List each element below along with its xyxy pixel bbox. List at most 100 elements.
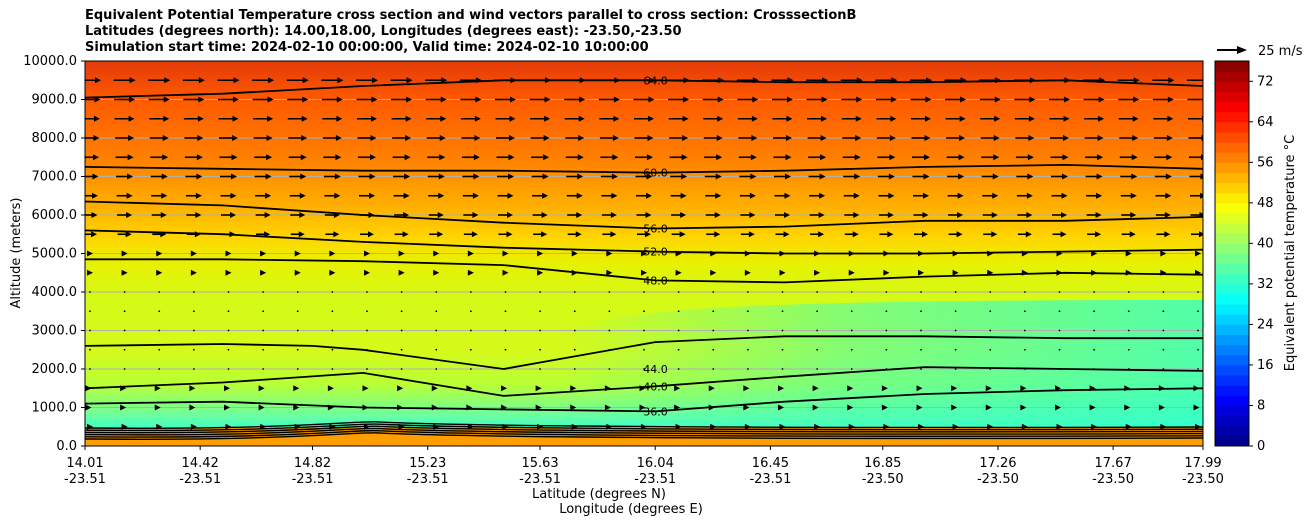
wind-vector (262, 348, 265, 351)
wind-vector (331, 368, 334, 370)
wind-vector (224, 385, 230, 392)
wind-vector (391, 115, 412, 122)
colorbar-segment (1215, 223, 1249, 234)
wind-vector (117, 212, 133, 218)
wind-vector (670, 192, 687, 199)
wind-vector (120, 404, 127, 411)
wind-vector (360, 231, 374, 238)
wind-vector (1154, 154, 1173, 161)
wind-vector (737, 115, 758, 122)
x-axis-label-latitude: Latitude (degrees N) (532, 487, 666, 502)
wind-vector (850, 368, 853, 370)
wind-vector (1154, 173, 1172, 180)
wind-vector (1017, 231, 1032, 238)
wind-vector (258, 385, 265, 392)
colorbar-segment (1215, 405, 1249, 417)
wind-vector (467, 269, 474, 276)
wind-vector (115, 135, 135, 141)
wind-vector (954, 291, 957, 293)
wind-vector (1058, 329, 1061, 332)
wind-vector (294, 250, 301, 257)
wind-vector (608, 368, 611, 370)
wind-vector (252, 96, 274, 103)
wind-vector (460, 96, 482, 103)
wind-vector (189, 385, 196, 392)
wind-vector (844, 231, 859, 238)
wind-vector (671, 212, 687, 218)
wind-vector (329, 250, 336, 257)
wind-vector (781, 348, 784, 351)
contour-line (85, 335, 1203, 370)
wind-vector (398, 250, 405, 257)
wind-vector (431, 385, 438, 392)
wind-vector (539, 291, 542, 293)
wind-vector (529, 96, 551, 103)
wind-vector (636, 212, 652, 218)
wind-vector (918, 423, 924, 430)
wind-vector (322, 115, 343, 122)
wind-vector (878, 212, 894, 218)
wind-vector (885, 291, 888, 293)
wind-vector (185, 192, 202, 199)
wind-vector (808, 154, 827, 161)
wind-vector (123, 329, 126, 332)
wind-vector (948, 231, 963, 238)
wind-vector (359, 192, 375, 199)
wind-vector (739, 192, 756, 199)
wind-vector (1162, 348, 1165, 351)
wind-vector (182, 77, 205, 84)
y-tick-label: 0.0 (56, 439, 77, 454)
wind-vector (89, 329, 91, 332)
wind-vector (394, 231, 409, 238)
wind-vector (400, 291, 403, 293)
wind-vector (1093, 291, 1096, 293)
wind-vector (641, 269, 647, 276)
wind-vector (643, 368, 645, 370)
wind-vector (920, 329, 922, 332)
colorbar-frame (1214, 60, 1250, 447)
wind-vector (186, 212, 202, 218)
wind-vector (158, 348, 161, 351)
wind-vector (1119, 154, 1138, 161)
wind-vector (287, 96, 309, 103)
wind-vector (1119, 135, 1139, 141)
wind-vector (425, 77, 448, 84)
wind-vector (258, 404, 265, 411)
wind-vector (427, 173, 445, 180)
wind-vector (877, 173, 895, 180)
wind-vector (253, 115, 274, 122)
wind-vector (192, 368, 195, 370)
wind-vector (671, 231, 686, 238)
wind-vector (643, 348, 645, 351)
wind-vector (1051, 173, 1068, 180)
wind-vector (1197, 329, 1199, 332)
x-tick-label-lon: -23.51 (179, 472, 221, 487)
wind-vector (192, 348, 195, 351)
wind-vector (1020, 385, 1027, 392)
contour-label: 48.0 (643, 274, 668, 287)
wind-vector (366, 329, 368, 332)
wind-vector (467, 250, 474, 257)
wind-vector (946, 135, 966, 141)
wind-vector (668, 115, 689, 122)
wind-vector (532, 192, 549, 199)
colorbar-segment (1215, 344, 1249, 356)
wind-vector (425, 96, 447, 103)
wind-vector (703, 115, 724, 122)
wind-vector (947, 192, 964, 199)
wind-vector (428, 212, 444, 218)
wind-vector (571, 250, 578, 257)
wind-vector (606, 250, 613, 257)
wind-vector (1120, 192, 1137, 199)
wind-vector (979, 96, 1001, 103)
wind-vector (85, 115, 100, 122)
wind-vector (850, 348, 853, 351)
wind-vector (643, 310, 645, 313)
wind-vector (433, 269, 440, 276)
wind-vector (951, 404, 958, 411)
wind-vector (600, 154, 619, 161)
wind-vector (677, 310, 680, 313)
wind-vector (364, 250, 370, 257)
wind-vector (462, 173, 480, 180)
wind-vector (400, 310, 403, 313)
